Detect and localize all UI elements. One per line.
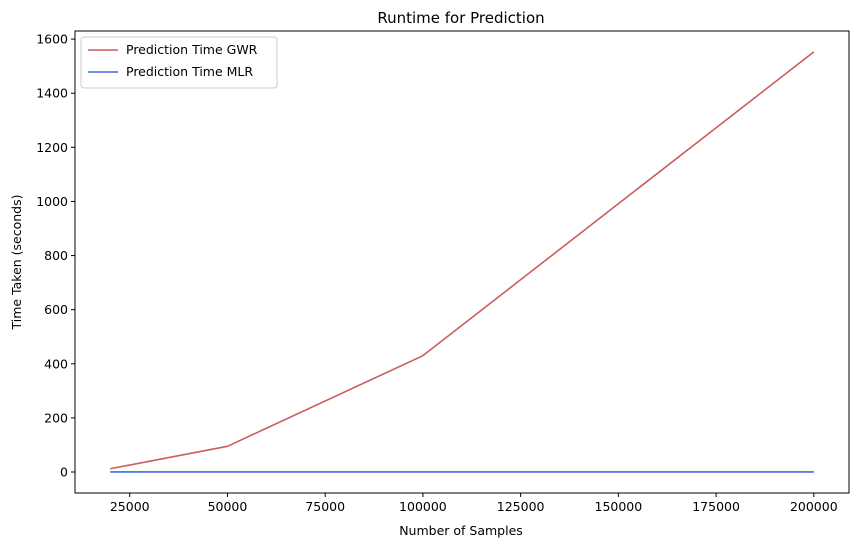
chart-title: Runtime for Prediction <box>377 9 544 27</box>
legend-label-gwr: Prediction Time GWR <box>126 42 258 57</box>
legend-label-mlr: Prediction Time MLR <box>126 64 253 79</box>
y-tick-label: 200 <box>44 410 68 425</box>
x-tick-label: 50000 <box>208 499 248 514</box>
x-axis-label: Number of Samples <box>399 523 523 538</box>
legend-box <box>80 36 278 89</box>
y-tick-label: 1600 <box>36 32 68 47</box>
legend: Prediction Time GWR Prediction Time MLR <box>80 36 278 89</box>
plot-area <box>74 30 850 494</box>
series-lines <box>110 51 815 473</box>
x-tick-label: 125000 <box>497 499 545 514</box>
y-axis: 0 200 400 600 800 1000 1200 1400 1600 <box>36 32 75 480</box>
y-tick-label: 1200 <box>36 140 68 155</box>
y-tick-label: 1000 <box>36 194 68 209</box>
y-axis-label: Time Taken (seconds) <box>9 194 24 330</box>
y-tick-label: 600 <box>44 302 68 317</box>
y-tick-label: 400 <box>44 356 68 371</box>
y-tick-label: 1400 <box>36 86 68 101</box>
x-tick-label: 200000 <box>790 499 838 514</box>
x-tick-label: 150000 <box>595 499 643 514</box>
y-tick-label: 0 <box>60 465 68 480</box>
x-tick-label: 100000 <box>399 499 447 514</box>
x-tick-label: 25000 <box>110 499 150 514</box>
x-tick-label: 75000 <box>305 499 345 514</box>
x-tick-label: 175000 <box>692 499 740 514</box>
series-line-prediction-time-gwr <box>110 51 815 470</box>
y-tick-label: 800 <box>44 248 68 263</box>
x-axis: 25000 50000 75000 100000 125000 150000 175000 2… <box>110 493 838 514</box>
